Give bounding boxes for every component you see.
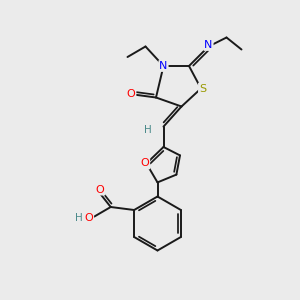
Text: O: O bbox=[140, 158, 149, 169]
Text: O: O bbox=[127, 89, 136, 99]
Text: N: N bbox=[204, 40, 213, 50]
Text: H: H bbox=[144, 124, 152, 135]
Text: H: H bbox=[75, 213, 83, 223]
Text: S: S bbox=[199, 83, 206, 94]
Text: O: O bbox=[96, 184, 105, 195]
Text: O: O bbox=[84, 213, 93, 223]
Text: N: N bbox=[159, 61, 168, 71]
